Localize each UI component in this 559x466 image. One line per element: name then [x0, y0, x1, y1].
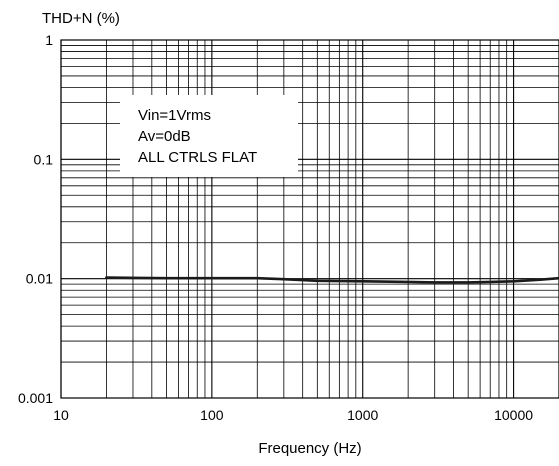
x-tick-label: 1000	[347, 407, 378, 423]
x-tick-label: 10000	[494, 407, 533, 423]
plot-frame	[60, 39, 559, 399]
y-tick-label: 0.01	[26, 271, 53, 287]
y-tick-label: 0.001	[18, 390, 53, 406]
annotation-line-ctrls: ALL CTRLS FLAT	[138, 149, 257, 166]
annotation-line-av: Av=0dB	[138, 128, 191, 145]
x-tick-label: 100	[200, 407, 224, 423]
grid	[60, 40, 559, 399]
series-group	[105, 276, 559, 284]
x-axis-label: Frequency (Hz)	[258, 440, 361, 457]
y-axis-label: THD+N (%)	[42, 10, 120, 27]
series-line-0	[105, 276, 559, 284]
annotation-line-vin: Vin=1Vrms	[138, 107, 211, 124]
x-tick-labels: 10 100 1000 10000	[53, 407, 533, 423]
y-tick-labels: 1 0.1 0.01 0.001	[18, 32, 53, 406]
x-tick-label: 10	[53, 407, 69, 423]
y-tick-label: 1	[45, 32, 53, 48]
annotation-box: Vin=1Vrms Av=0dB ALL CTRLS FLAT	[120, 95, 298, 177]
annotation-background	[120, 95, 298, 177]
y-tick-label: 0.1	[34, 151, 54, 167]
